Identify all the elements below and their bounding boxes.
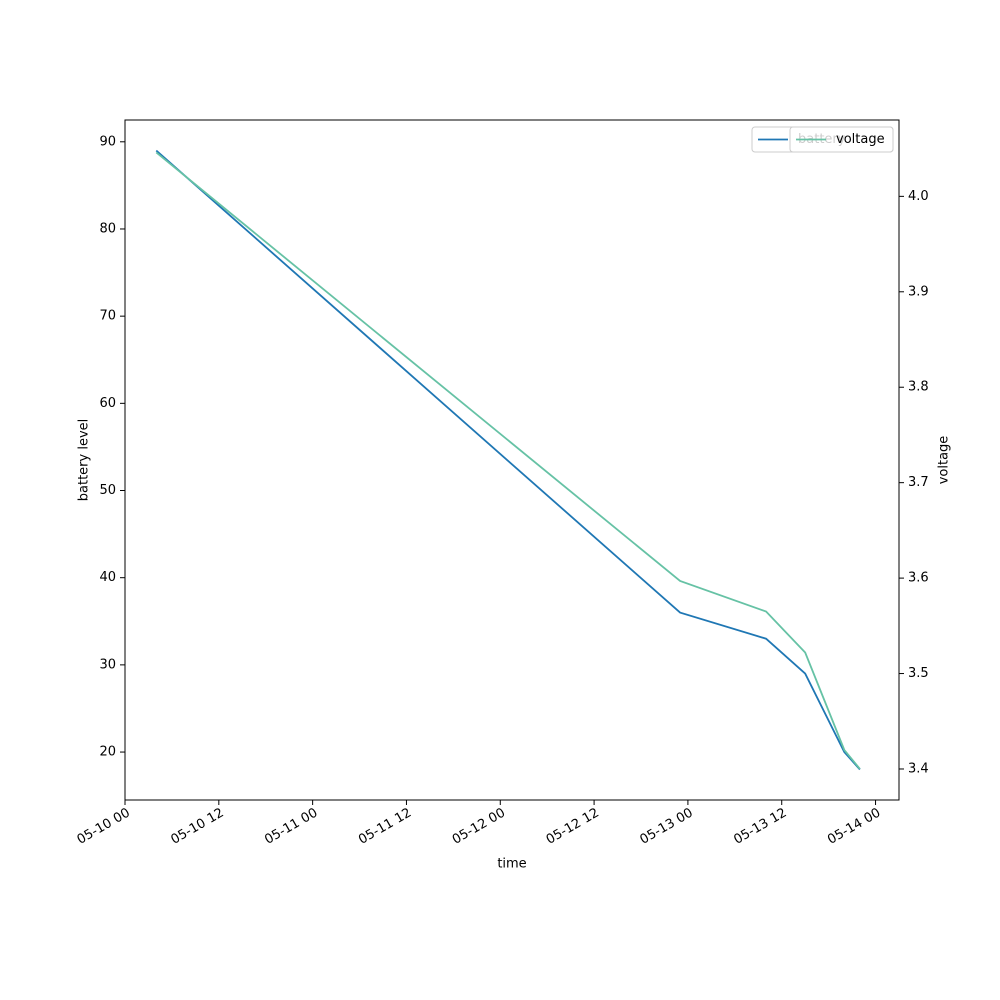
x-tick-label: 05-10 12 [168,806,226,848]
y-tick-label: 70 [99,309,116,324]
legend-label: voltage [836,132,885,147]
x-tick-label: 05-14 00 [825,806,883,848]
y-tick-label: 50 [99,483,116,498]
x-tick-label: 05-13 00 [638,806,696,848]
x-tick-label: 05-13 12 [731,806,789,848]
y-tick-label: 80 [99,221,116,236]
x-tick-label: 05-12 12 [544,806,602,848]
y2-tick-label: 3.8 [908,380,929,395]
y2-tick-label: 3.7 [908,475,929,490]
y-tick-label: 40 [99,570,116,585]
y-axis-label: battery level [77,419,92,502]
plot-frame [124,119,900,801]
y-tick-label: 30 [99,657,116,672]
y2-tick-label: 3.5 [908,666,929,681]
legend-box [789,126,894,153]
y2-tick-label: 3.4 [908,761,929,776]
y2-tick-label: 3.6 [908,571,929,586]
x-tick-label: 05-10 00 [75,806,133,848]
y2-axis-label: voltage [937,436,952,485]
x-tick-label: 05-11 12 [356,806,414,848]
y-tick-label: 60 [99,396,116,411]
line-series [155,151,861,770]
y2-tick-label: 4.0 [908,189,929,204]
x-tick-label: 05-11 00 [262,806,320,848]
y2-tick-label: 3.9 [908,284,929,299]
x-axis-label: time [497,857,526,872]
x-tick-label: 05-12 00 [450,806,508,848]
line-series [155,149,861,771]
y-tick-label: 20 [99,745,116,760]
y-tick-label: 90 [99,134,116,149]
